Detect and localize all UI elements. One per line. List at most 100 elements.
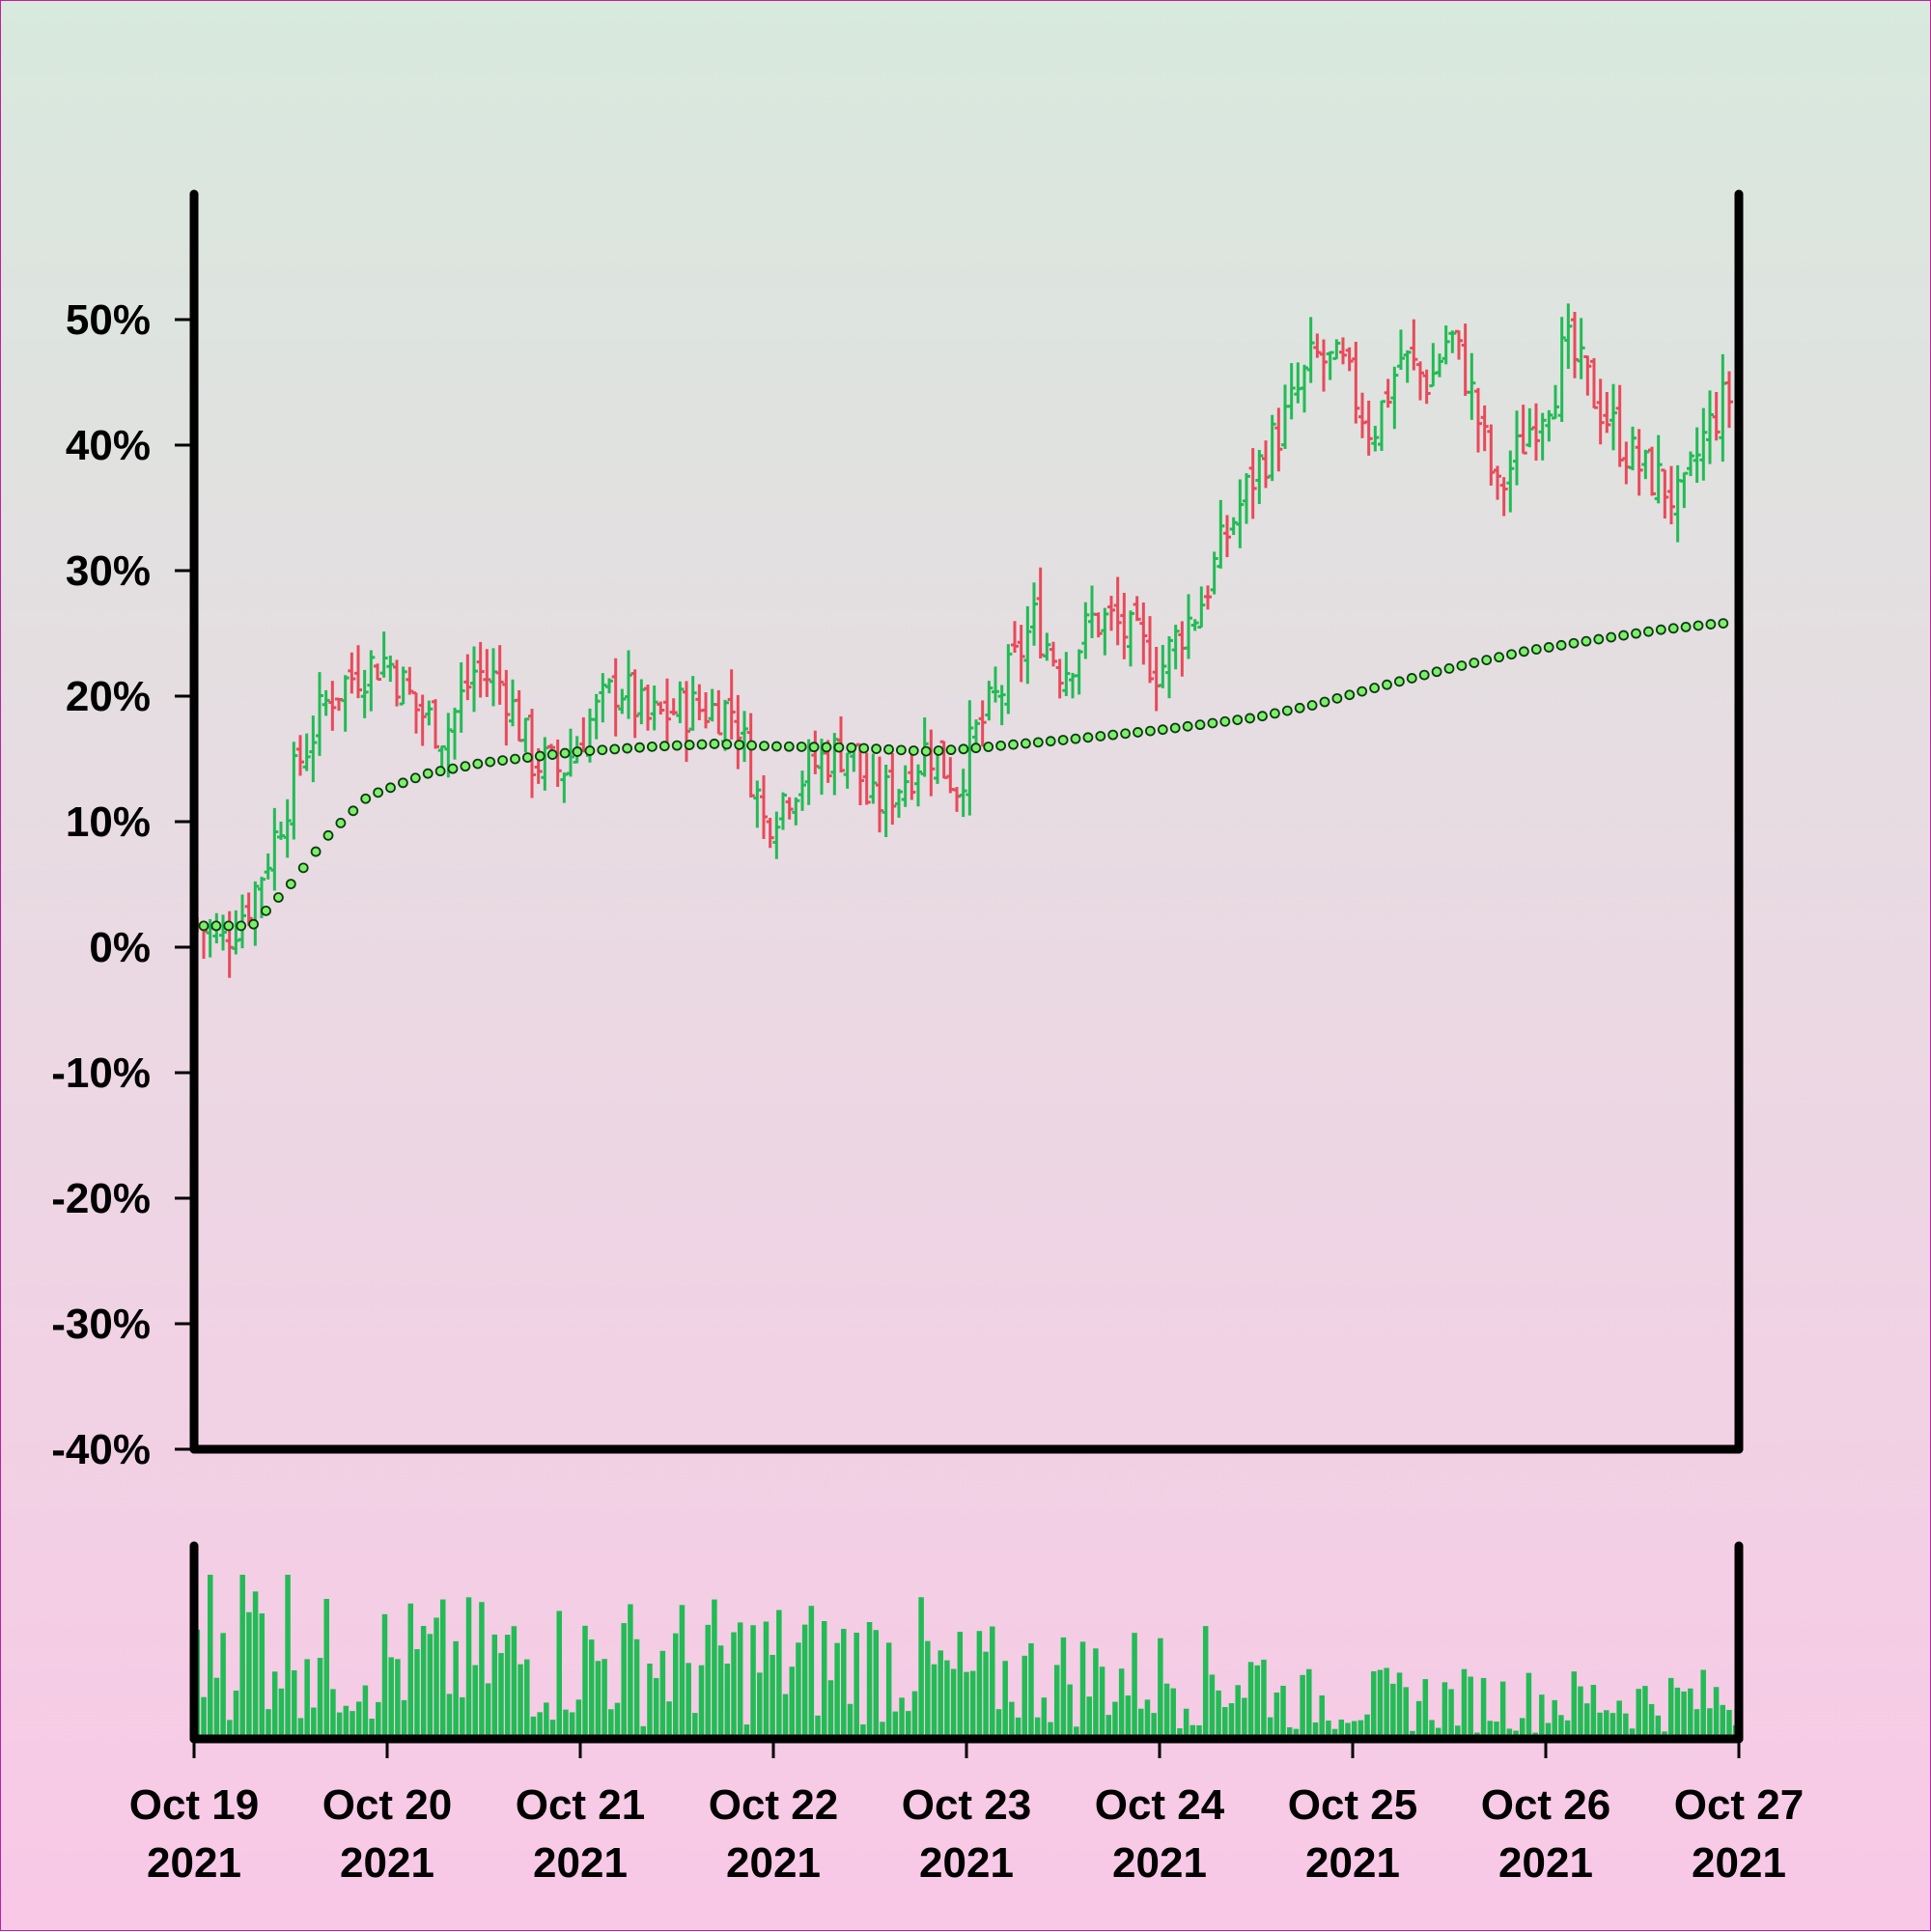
volume-bar	[530, 1716, 537, 1739]
ohlc-bar	[374, 663, 381, 682]
moving-average-point	[1008, 739, 1019, 750]
volume-bar	[1655, 1715, 1662, 1739]
ohlc-bar	[702, 692, 710, 729]
moving-average-point	[559, 747, 571, 759]
volume-bar	[834, 1642, 840, 1739]
ohlc-bar	[953, 787, 961, 812]
volume-bar	[1609, 1713, 1616, 1739]
ohlc-bar	[1248, 448, 1257, 519]
volume-bar	[1034, 1717, 1041, 1739]
volume-bar	[1519, 1718, 1525, 1739]
y-axis-ticks: 50% 40% 30% 20% 10% 0% -10% -20% -30% -40%	[51, 296, 194, 1473]
volume-bar	[595, 1661, 602, 1739]
ohlc-bar	[1236, 479, 1245, 548]
moving-average-point	[422, 768, 434, 779]
moving-average-point	[1431, 666, 1442, 678]
volume-bar	[1028, 1642, 1034, 1739]
ohlc-bar	[1358, 392, 1366, 438]
volume-bar	[918, 1597, 924, 1739]
volume-bar	[1693, 1709, 1700, 1739]
ohlc-bar	[251, 881, 260, 946]
ohlc-bar	[1725, 371, 1733, 429]
ohlc-bar	[992, 666, 999, 703]
volume-bar	[1403, 1687, 1409, 1739]
moving-average-point	[285, 879, 296, 890]
volume-bar	[1286, 1726, 1293, 1739]
ohlc-bar	[296, 735, 304, 776]
y-tick-label: -20%	[51, 1175, 151, 1222]
ohlc-bar	[1075, 649, 1083, 695]
y-tick-label: 30%	[66, 547, 151, 595]
moving-average-point	[373, 787, 384, 798]
volume-bar	[1222, 1707, 1228, 1739]
volume-bar	[1455, 1725, 1461, 1739]
ohlc-bar	[1088, 585, 1096, 639]
ohlc-bar	[1603, 391, 1611, 434]
volume-bar	[602, 1659, 607, 1739]
volume-bar	[1700, 1669, 1706, 1739]
volume-bar	[1074, 1726, 1079, 1739]
volume-bar	[964, 1671, 969, 1739]
volume-bar	[1688, 1688, 1693, 1739]
moving-average-point	[1194, 719, 1206, 731]
volume-bar	[1306, 1668, 1312, 1739]
x-tick-label-date: Oct 24	[1095, 1781, 1225, 1829]
ohlc-bar	[309, 715, 318, 783]
ohlc-bar	[1480, 405, 1489, 452]
ohlc-bar	[1043, 632, 1051, 661]
ohlc-bar	[644, 684, 652, 731]
moving-average-point	[1631, 628, 1641, 639]
ohlc-bar	[1004, 644, 1013, 714]
volume-bar	[1364, 1714, 1370, 1739]
volume-bar	[1623, 1713, 1629, 1739]
volume-bar	[388, 1657, 394, 1739]
y-tick-label: 50%	[66, 296, 151, 344]
volume-bar	[588, 1639, 595, 1739]
moving-average-point	[409, 772, 421, 784]
ohlc-bar	[1320, 339, 1328, 392]
x-tick-label-date: Oct 23	[902, 1781, 1032, 1829]
volume-bar	[1060, 1637, 1067, 1739]
volume-bar	[259, 1613, 266, 1739]
volume-bar	[220, 1633, 226, 1739]
ohlc-bar	[1494, 465, 1501, 500]
volume-bar	[1293, 1728, 1300, 1739]
volume-bar	[841, 1629, 847, 1739]
volume-bar	[239, 1575, 245, 1739]
moving-average-point	[1643, 626, 1654, 637]
volume-bar	[1053, 1665, 1060, 1739]
x-tick-label-date: Oct 25	[1288, 1781, 1418, 1829]
volume-bar	[969, 1670, 976, 1739]
ohlc-bar	[1519, 405, 1527, 455]
volume-bar	[944, 1660, 950, 1739]
volume-bar	[1422, 1679, 1429, 1739]
moving-average-point	[546, 749, 558, 760]
volume-bar	[633, 1638, 640, 1739]
volume-bar	[621, 1623, 627, 1739]
volume-bar	[297, 1718, 304, 1739]
ohlc-bar	[1268, 414, 1276, 482]
volume-bar	[860, 1724, 866, 1739]
ohlc-bar	[1371, 426, 1380, 452]
volume-bar	[1674, 1687, 1681, 1739]
moving-average-point	[1294, 702, 1305, 714]
ohlc-bar	[483, 649, 491, 697]
moving-average-point	[348, 805, 359, 817]
moving-average-point	[497, 755, 508, 767]
volume-bar	[938, 1650, 943, 1739]
moving-average-point	[1107, 729, 1119, 741]
ohlc-bar	[966, 700, 974, 816]
volume-bar	[1539, 1694, 1545, 1739]
moving-average-point	[322, 829, 334, 841]
ohlc-bar	[1397, 329, 1405, 371]
volume-bar	[659, 1650, 666, 1739]
ohlc-bar	[1390, 366, 1399, 430]
moving-average-point	[684, 740, 695, 750]
moving-average-point	[896, 744, 907, 756]
volume-bar	[1558, 1715, 1564, 1739]
ohlc-bar	[908, 753, 916, 800]
moving-average-point	[210, 920, 222, 932]
moving-average-point	[522, 752, 533, 763]
moving-average-point	[1095, 731, 1106, 742]
